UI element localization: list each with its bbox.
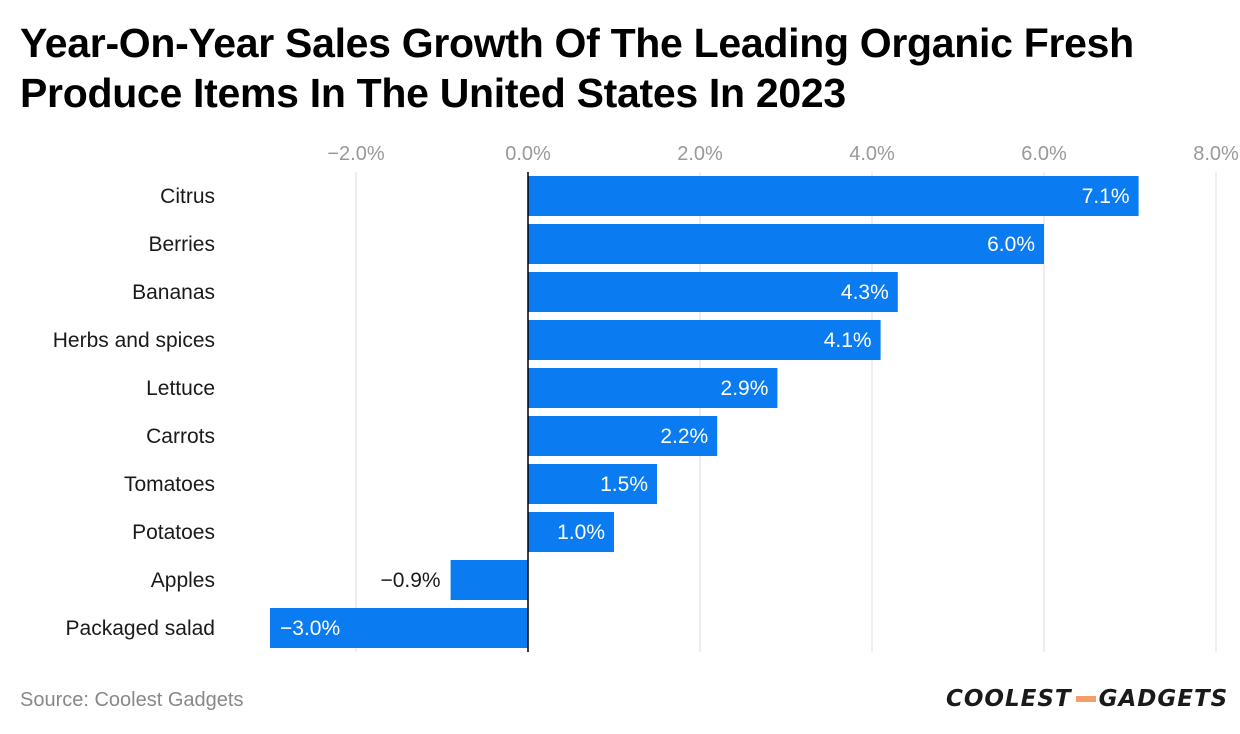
x-tick-label: 0.0% [505,143,551,165]
category-label: Packaged salad [66,617,215,640]
x-tick-label: 4.0% [849,143,895,165]
category-label: Berries [148,233,215,256]
category-label: Bananas [132,281,215,304]
category-label: Tomatoes [124,473,215,496]
logo-word-2: GADGETS [1098,686,1229,712]
category-label: Carrots [146,425,215,448]
data-label: 7.1% [1082,185,1130,208]
bar [528,176,1139,216]
bar [270,608,528,648]
bar [528,512,614,552]
chart-title: Year-On-Year Sales Growth Of The Leading… [20,18,1220,118]
bar [528,368,778,408]
title-line-1: Year-On-Year Sales Growth Of The Leading… [20,20,1134,66]
category-label: Apples [151,569,215,592]
data-label: 1.5% [600,473,648,496]
data-label: 4.1% [824,329,872,352]
category-label: Lettuce [146,377,215,400]
data-label: −0.9% [380,569,440,592]
bar [528,320,881,360]
data-label: 4.3% [841,281,889,304]
logo-dash [1075,696,1096,702]
data-label: 2.2% [660,425,708,448]
data-label: 6.0% [987,233,1035,256]
x-tick-label: 2.0% [677,143,723,165]
logo-word-1: COOLEST [946,686,1072,712]
brand-logo: COOLEST GADGETS [946,682,1228,716]
x-tick-label: −2.0% [327,143,384,165]
x-tick-label: 8.0% [1193,143,1239,165]
data-label: 1.0% [557,521,605,544]
source-note: Source: Coolest Gadgets [20,689,244,711]
title-line-2: Produce Items In The United States In 20… [20,70,846,116]
category-label: Herbs and spices [53,329,215,352]
bar [528,416,718,456]
data-label: −3.0% [280,617,340,640]
category-label: Potatoes [132,521,215,544]
bar [450,560,528,600]
category-label: Citrus [160,185,215,208]
x-tick-label: 6.0% [1021,143,1067,165]
bar [528,464,657,504]
data-label: 2.9% [721,377,769,400]
bar [528,224,1044,264]
bar [528,272,898,312]
